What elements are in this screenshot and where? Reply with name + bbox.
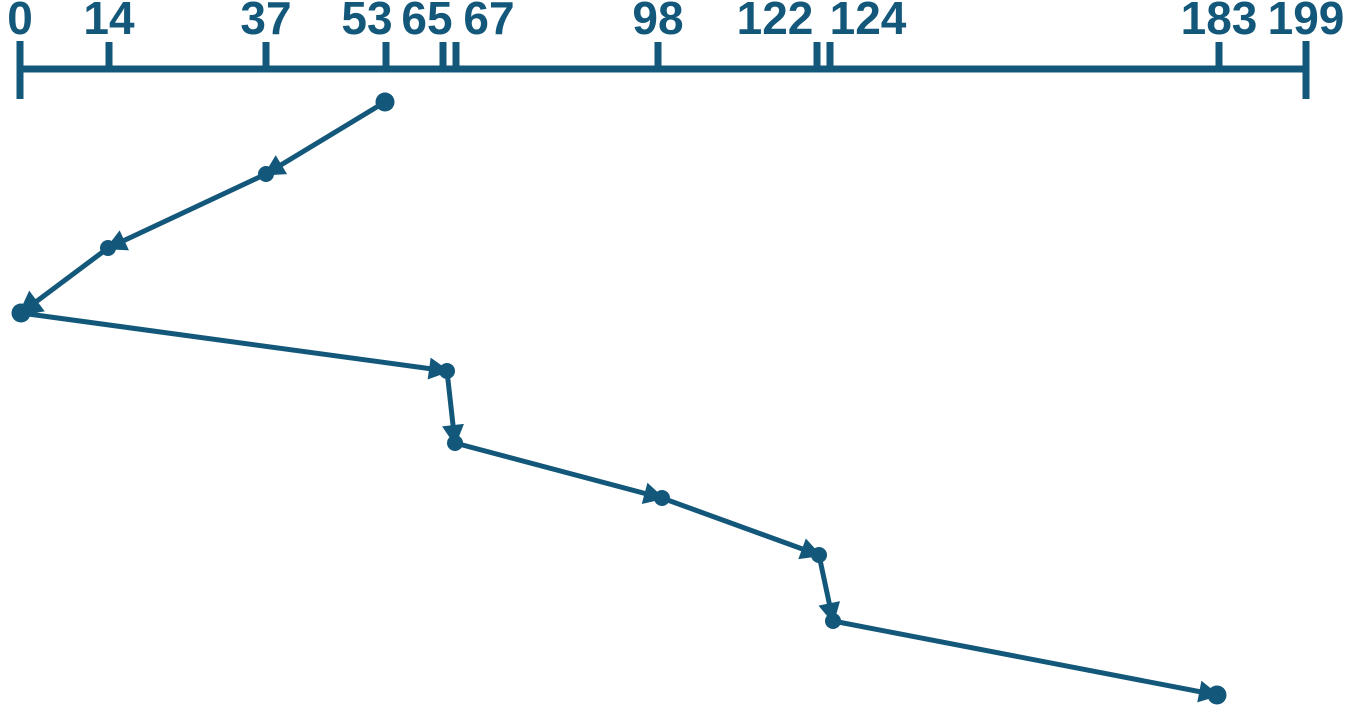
svg-text:65: 65 <box>401 0 452 44</box>
svg-text:67: 67 <box>463 0 514 44</box>
svg-text:53: 53 <box>341 0 392 44</box>
svg-text:37: 37 <box>240 0 291 44</box>
svg-text:14: 14 <box>83 0 135 44</box>
svg-text:183: 183 <box>1181 0 1258 44</box>
svg-text:0: 0 <box>7 0 33 44</box>
svg-text:124: 124 <box>830 0 907 44</box>
svg-text:199: 199 <box>1268 0 1345 44</box>
svg-text:98: 98 <box>632 0 683 44</box>
svg-text:122: 122 <box>737 0 814 44</box>
